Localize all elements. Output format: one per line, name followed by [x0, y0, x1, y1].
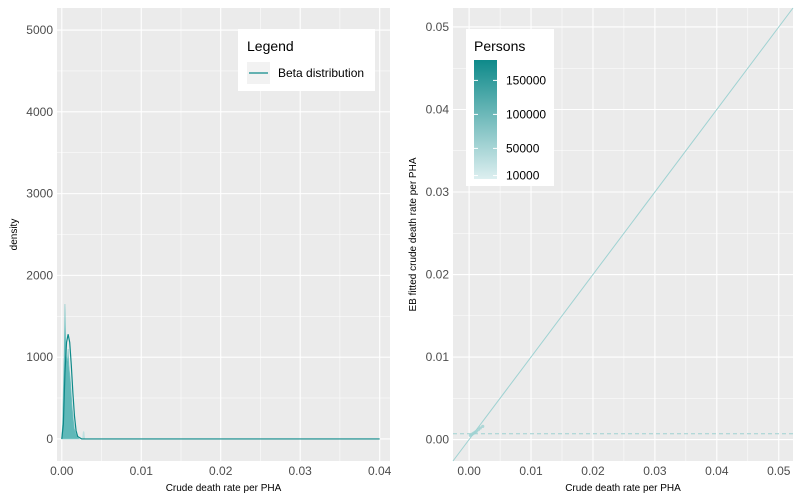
- right-x-axis-title: Crude death rate per PHA: [565, 483, 681, 494]
- left-legend-title: Legend: [247, 38, 294, 54]
- x-tick-label: 0.03: [289, 464, 313, 478]
- x-tick-label: 0.01: [130, 464, 154, 478]
- right-legend-colorbar: [474, 60, 497, 179]
- right-legend-title: Persons: [474, 38, 525, 54]
- y-tick-label: 4000: [26, 105, 53, 119]
- x-tick-label: 0.04: [705, 464, 729, 478]
- y-tick-label: 1000: [26, 350, 53, 364]
- x-tick-label: 0.02: [209, 464, 233, 478]
- x-tick-label: 0.03: [643, 464, 667, 478]
- colorbar-label: 150000: [506, 73, 546, 87]
- eb-fit-chart: 0.00 0.01 0.02 0.03 0.04 0.05 0.00 0.01 0.02 0.03…: [408, 7, 794, 494]
- y-tick-label: 2000: [26, 268, 53, 282]
- colorbar-label: 10000: [506, 169, 540, 183]
- density-chart: 0.00 0.01 0.02 0.03 0.04 0 1000 2000 3000 4000 500…: [9, 8, 392, 494]
- x-tick-label: 0.05: [767, 464, 791, 478]
- left-tick-labels: 0.00 0.01 0.02 0.03 0.04 0 1000 2000 3000 4000 500…: [26, 23, 391, 478]
- y-tick-label: 0.04: [426, 102, 450, 116]
- colorbar-label: 100000: [506, 107, 546, 121]
- x-tick-label: 0.02: [581, 464, 605, 478]
- y-tick-label: 0.05: [426, 20, 450, 34]
- y-tick-label: 0.00: [426, 433, 450, 447]
- y-tick-label: 0.01: [426, 350, 450, 364]
- y-tick-label: 0.03: [426, 185, 450, 199]
- x-tick-label: 0.00: [50, 464, 74, 478]
- left-legend-entry-label: Beta distribution: [278, 66, 364, 80]
- left-x-axis-title: Crude death rate per PHA: [166, 483, 282, 494]
- beta-distribution-line: [61, 334, 380, 440]
- y-tick-label: 5000: [26, 23, 53, 37]
- y-tick-label: 0.02: [426, 268, 450, 282]
- identity-line: [452, 7, 794, 462]
- colorbar-label: 50000: [506, 141, 540, 155]
- x-tick-label: 0.00: [457, 464, 481, 478]
- right-legend-colorbar-labels: 150000 100000 50000 10000: [474, 73, 546, 183]
- x-tick-label: 0.01: [519, 464, 543, 478]
- right-data-layer: [452, 7, 794, 462]
- right-tick-labels: 0.00 0.01 0.02 0.03 0.04 0.05 0.00 0.01 0.02 0.03…: [426, 20, 791, 478]
- x-tick-label: 0.04: [368, 464, 392, 478]
- left-y-axis-title: density: [9, 219, 20, 251]
- right-legend: Persons 150000 100000 50000 10000: [466, 29, 554, 186]
- y-tick-label: 3000: [26, 187, 53, 201]
- left-legend: Legend Beta distribution: [238, 29, 375, 91]
- density-area: [61, 303, 80, 440]
- data-point: [478, 426, 482, 430]
- right-y-axis-title: EB fitted crude death rate per PHA: [408, 157, 419, 311]
- y-tick-label: 0: [46, 432, 53, 446]
- data-point: [481, 424, 485, 428]
- left-data-layer: [61, 303, 380, 440]
